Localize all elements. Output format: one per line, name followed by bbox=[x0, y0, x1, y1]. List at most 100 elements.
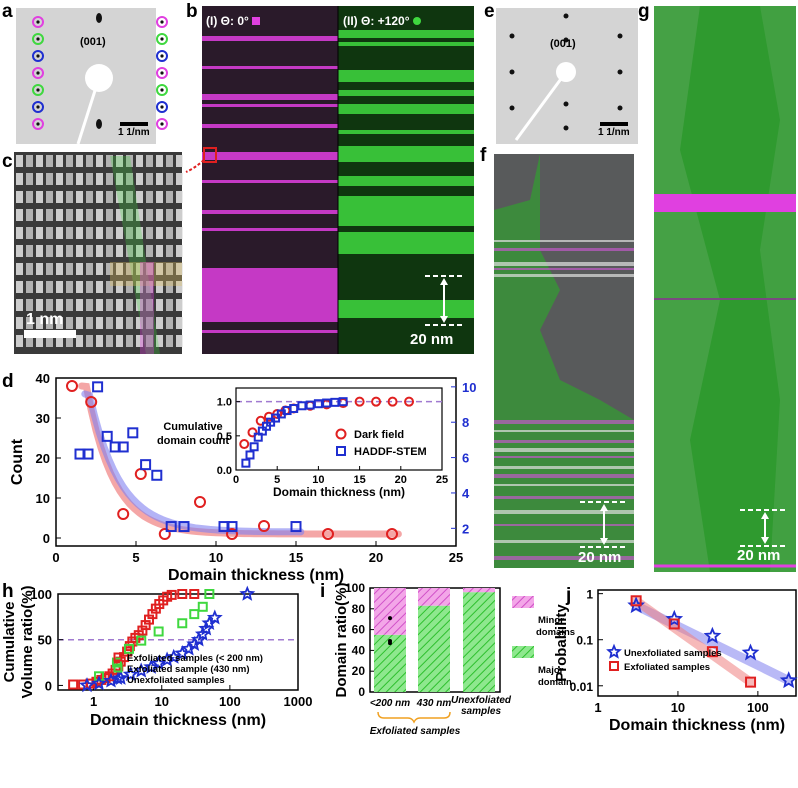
data-point-exfoliated-200 bbox=[189, 589, 200, 599]
data-point-exfoliated-430 bbox=[123, 643, 134, 654]
data-point-exfoliated-430 bbox=[136, 635, 147, 646]
inset-y-label: Cumulative bbox=[163, 421, 222, 433]
data-point-unexfoliated bbox=[91, 675, 107, 691]
inset-point-darkfield bbox=[387, 396, 398, 407]
legend-marker-unexfoliated bbox=[606, 643, 622, 659]
data-point-unexfoliated bbox=[165, 648, 182, 664]
x-tick-label: 1 bbox=[90, 694, 97, 709]
data-point-darkfield bbox=[117, 508, 130, 520]
inset-x-tick: 0 bbox=[233, 474, 239, 486]
inset-x-label: Domain thickness (nm) bbox=[273, 485, 405, 499]
legend-label: domain bbox=[538, 677, 572, 688]
legend-label: Minor bbox=[538, 615, 564, 626]
x-tick-label: 100 bbox=[747, 700, 769, 715]
group-label: Exfoliated samples bbox=[370, 726, 461, 737]
y-tick-label: 0 bbox=[43, 531, 50, 546]
y2-tick-label: 8 bbox=[462, 415, 469, 430]
category-label: samples bbox=[461, 706, 501, 717]
bar-major-domain bbox=[463, 592, 495, 692]
legend-marker bbox=[110, 671, 126, 685]
inset-point-haddf bbox=[249, 442, 259, 452]
inset-point-haddf bbox=[313, 399, 323, 409]
category-label: 430 nm bbox=[416, 698, 452, 709]
legend-swatch-major bbox=[512, 646, 534, 658]
data-point-haddf bbox=[165, 521, 177, 533]
scale-label-a: 1 1/nm bbox=[118, 127, 150, 138]
data-point-darkfield bbox=[386, 528, 398, 540]
legend-marker bbox=[113, 663, 123, 673]
inset-point-haddf bbox=[330, 397, 340, 407]
panel-label-b: b bbox=[186, 1, 198, 22]
data-point-exfoliated-430 bbox=[111, 657, 122, 668]
panel-label-h: h bbox=[2, 581, 14, 602]
panel-label-c: c bbox=[2, 151, 13, 172]
spot-index-a: (001) bbox=[80, 36, 106, 48]
inset-x-tick: 5 bbox=[274, 474, 280, 486]
y-axis-label: Volume ratio(%) bbox=[19, 585, 36, 698]
legend-label-haddf: HADDF-STEM bbox=[354, 446, 427, 458]
inset-x-tick: 25 bbox=[436, 474, 448, 486]
panel-label-i: i bbox=[320, 581, 326, 602]
inset-x-tick: 15 bbox=[353, 474, 365, 486]
data-point-darkfield bbox=[194, 496, 206, 508]
inset-point-haddf bbox=[297, 401, 307, 411]
legend-label-darkfield: Dark field bbox=[354, 429, 404, 441]
data-point-exfoliated-200 bbox=[68, 679, 79, 690]
data-point-darkfield bbox=[258, 520, 270, 532]
data-point-haddf bbox=[127, 427, 139, 439]
y2-tick-label: 4 bbox=[462, 486, 470, 501]
x-axis-label: Domain thickness (nm) bbox=[609, 717, 785, 734]
data-point-haddf bbox=[226, 521, 238, 533]
y-tick-label: 0 bbox=[358, 685, 365, 699]
y-tick-label: 1 bbox=[586, 588, 593, 602]
y-tick-label: 0.01 bbox=[570, 680, 594, 694]
data-point-unexfoliated bbox=[741, 643, 760, 661]
y-tick-label: 30 bbox=[36, 411, 50, 426]
x-tick-label: 1 bbox=[594, 700, 601, 715]
inset-y-label: domain count bbox=[157, 435, 229, 447]
inset-point-darkfield bbox=[247, 427, 258, 438]
data-point-haddf bbox=[178, 521, 190, 533]
inset-y-tick: 0.5 bbox=[217, 431, 232, 443]
y-tick-label: 20 bbox=[352, 664, 366, 678]
spot-index-e: (001) bbox=[550, 38, 576, 50]
data-dot bbox=[388, 616, 392, 621]
y-tick-label: 80 bbox=[352, 602, 366, 616]
data-point-exfoliated-430 bbox=[189, 609, 200, 620]
legend-marker-haddf bbox=[336, 446, 346, 456]
y-tick-label: 40 bbox=[352, 643, 366, 657]
legend-label: Exfoliated samples bbox=[624, 662, 710, 673]
y-tick-label: 20 bbox=[36, 451, 50, 466]
legend-swatch-minor bbox=[512, 596, 534, 608]
legend-label: Unexfoliated samples bbox=[624, 648, 722, 659]
y-tick-label: 0.1 bbox=[576, 634, 593, 648]
y-axis-label: Domain ratio(%) bbox=[333, 582, 350, 697]
data-point-exfoliated-430 bbox=[204, 589, 215, 599]
data-point-exfoliated-200 bbox=[177, 589, 188, 599]
data-point-unexfoliated bbox=[133, 662, 150, 678]
legend-marker-exfoliated bbox=[609, 661, 619, 671]
y-tick-label: 50 bbox=[38, 633, 52, 648]
data-point-darkfield bbox=[322, 528, 334, 540]
y-tick-label: 100 bbox=[345, 581, 365, 595]
y-tick-label: 40 bbox=[36, 371, 50, 386]
y2-tick-label: 10 bbox=[462, 380, 476, 395]
panel-label-j: j bbox=[566, 585, 572, 606]
data-point-haddf bbox=[92, 381, 104, 393]
data-point-exfoliated bbox=[630, 595, 642, 607]
inset-point-darkfield bbox=[371, 396, 382, 407]
x-axis-label: Domain thickness (nm) bbox=[168, 567, 344, 584]
data-point-exfoliated-200 bbox=[122, 646, 133, 657]
bar-minor-domains bbox=[418, 588, 450, 606]
data-point-darkfield bbox=[226, 528, 238, 540]
data-point-haddf bbox=[101, 430, 113, 442]
data-point-unexfoliated bbox=[79, 677, 95, 693]
inset-point-haddf bbox=[338, 397, 348, 407]
panel-label-d: d bbox=[2, 371, 14, 392]
data-point-exfoliated bbox=[745, 676, 757, 688]
inset-point-darkfield bbox=[354, 396, 365, 407]
